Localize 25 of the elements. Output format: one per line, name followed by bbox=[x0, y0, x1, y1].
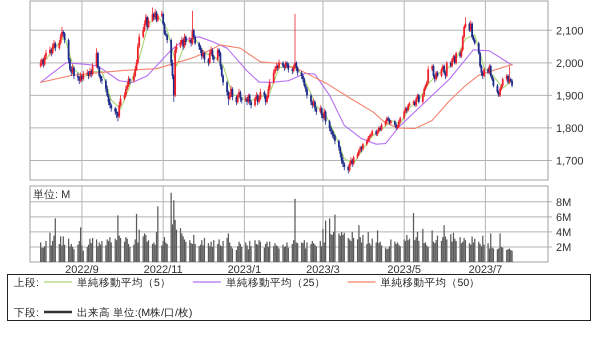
y-tick-label: 4M bbox=[556, 226, 572, 239]
y-tick-label: 2M bbox=[556, 242, 572, 254]
y-tick-label: 2,100 bbox=[556, 25, 584, 38]
legend-label: 単純移動平均（50） bbox=[380, 277, 480, 289]
x-tick-label: 2023/3 bbox=[306, 264, 340, 276]
line-series bbox=[40, 44, 513, 130]
y-tick-label: 6M bbox=[556, 212, 572, 224]
legend-title: 下段: bbox=[14, 307, 39, 319]
x-tick-label: 2022/11 bbox=[144, 264, 183, 276]
y-tick-label: 1,800 bbox=[556, 122, 584, 135]
legend-label: 単純移動平均（25） bbox=[226, 277, 326, 289]
y-tick-label: 1,700 bbox=[556, 155, 584, 168]
legend-title: 上段: bbox=[14, 276, 39, 289]
x-tick-label: 2023/1 bbox=[228, 264, 262, 276]
legend-label: 単純移動平均（5） bbox=[77, 277, 171, 289]
line-series bbox=[40, 36, 513, 145]
x-tick-label: 2023/7 bbox=[468, 264, 502, 276]
y-tick-label: 8M bbox=[556, 196, 572, 209]
x-tick-label: 2022/9 bbox=[65, 264, 99, 276]
y-tick-label: 2,000 bbox=[556, 58, 584, 70]
text: 出来高 単位:(M株/口/枚) bbox=[77, 306, 192, 319]
y-tick-label: 1,900 bbox=[556, 90, 584, 102]
line-series bbox=[45, 15, 513, 164]
annotation: 単位: M bbox=[33, 189, 70, 201]
x-tick-label: 2023/5 bbox=[387, 264, 422, 276]
